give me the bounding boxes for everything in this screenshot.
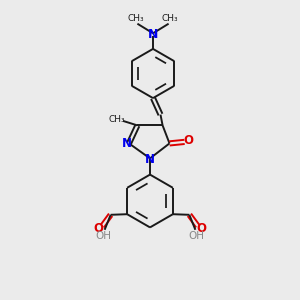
Text: N: N <box>145 153 155 166</box>
Text: N: N <box>122 137 132 150</box>
Text: CH₃: CH₃ <box>109 115 125 124</box>
Text: N: N <box>148 28 158 41</box>
Text: O: O <box>196 221 206 235</box>
Text: O: O <box>94 221 103 235</box>
Text: CH₃: CH₃ <box>162 14 178 23</box>
Text: O: O <box>184 134 194 148</box>
Text: OH: OH <box>188 231 204 242</box>
Text: CH₃: CH₃ <box>128 14 144 23</box>
Text: OH: OH <box>96 231 112 242</box>
